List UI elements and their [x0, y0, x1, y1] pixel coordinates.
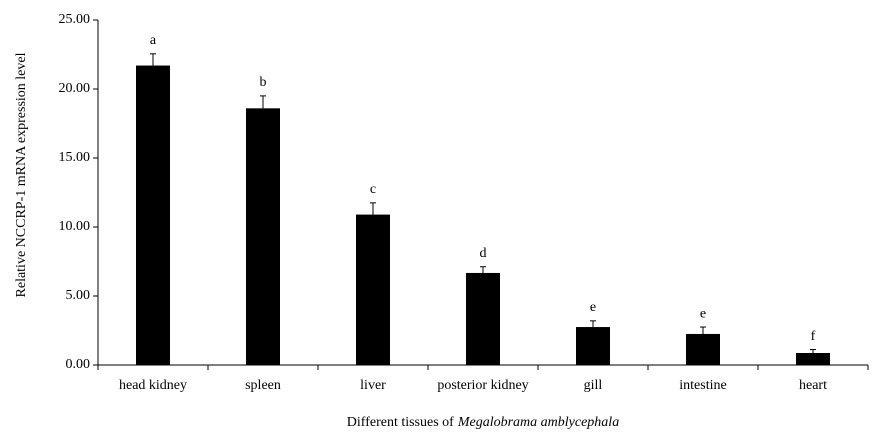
bar — [246, 108, 280, 365]
x-tick-label: head kidney — [119, 378, 187, 393]
x-axis-label-text: Different tissues of — [347, 415, 454, 430]
bar — [136, 65, 170, 365]
y-tick-label: 10.00 — [59, 219, 91, 234]
annotation: b — [260, 75, 267, 90]
y-tick-label: 15.00 — [59, 150, 91, 165]
annotation: e — [590, 300, 596, 315]
bar — [796, 352, 830, 365]
annotation: c — [370, 182, 376, 197]
x-tick-label: intestine — [679, 378, 726, 393]
y-tick-label: 20.00 — [59, 81, 91, 96]
annotation: a — [150, 33, 157, 48]
bar — [686, 333, 720, 365]
bar — [356, 214, 390, 365]
x-tick-label: gill — [584, 378, 603, 393]
annotation: f — [811, 329, 816, 344]
x-axis-label: Different tissues of Megalobrama amblycep… — [347, 415, 619, 430]
bar — [466, 272, 500, 365]
x-tick-label: posterior kidney — [437, 378, 528, 393]
y-tick-label: 0.00 — [66, 357, 91, 372]
x-tick-label: liver — [360, 378, 386, 393]
x-axis-label-species: Megalobrama amblycephala — [457, 415, 619, 430]
y-tick-label: 25.00 — [59, 12, 91, 27]
y-axis-label: Relative NCCRP-1 mRNA expression level — [14, 52, 29, 297]
annotation: e — [700, 306, 706, 321]
x-tick-label: heart — [799, 378, 827, 393]
annotation: d — [480, 246, 487, 261]
bar — [576, 327, 610, 365]
x-tick-label: spleen — [245, 378, 281, 393]
y-tick-label: 5.00 — [66, 288, 91, 303]
